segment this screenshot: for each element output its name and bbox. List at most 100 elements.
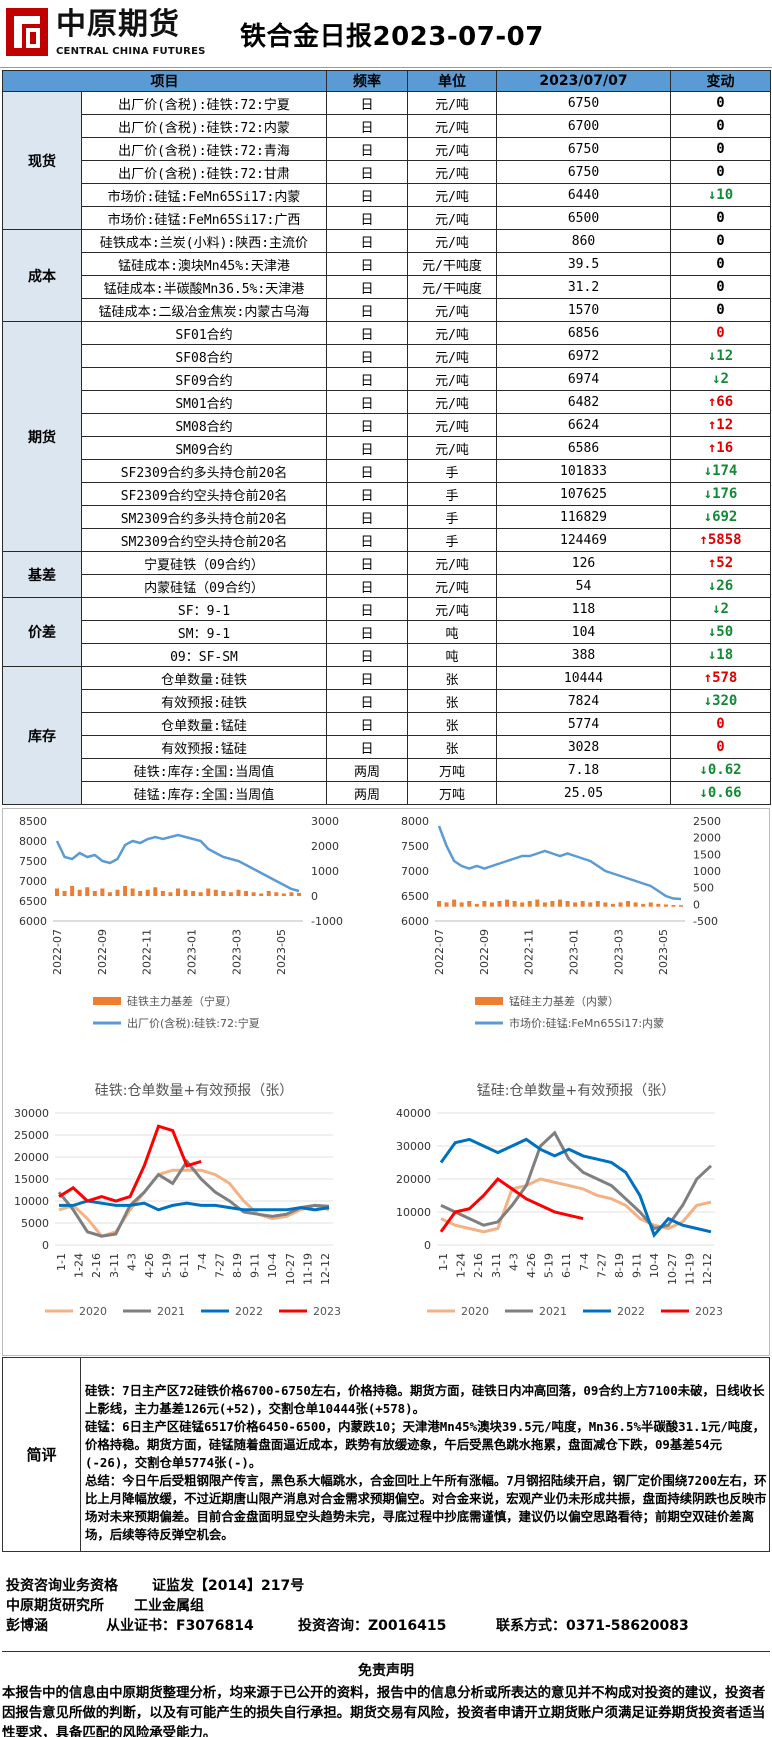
y-tick-label: 20000 (14, 1151, 49, 1164)
table-row: 市场价:硅锰:FeMn65Si17:广西日元/吨 6500 0 (3, 206, 771, 230)
value-cell: 101833 (496, 459, 671, 483)
logo-text-en: CENTRAL CHINA FUTURES (56, 46, 206, 57)
y-tick-label: 6500 (401, 890, 429, 903)
table-row: 出厂价(含税):硅铁:72:甘肃日元/吨 6750 0 (3, 160, 771, 184)
item-cell: 宁夏硅铁（09合约） (81, 551, 327, 575)
value-cell: 5774 (496, 712, 671, 736)
x-tick-label: 2022-09 (478, 929, 491, 975)
x-tick-label: 1-1 (437, 1253, 450, 1271)
change-cell: 0 (670, 137, 771, 161)
value-cell: 31.2 (496, 275, 671, 299)
basis-bar (505, 899, 510, 907)
unit-cell: 元/吨 (407, 436, 497, 460)
basis-bar (123, 886, 128, 896)
change-cell: ↓2 (670, 367, 771, 391)
table-row: 仓单数量:锰硅日张 5774 0 (3, 712, 771, 736)
change-cell: ↓18 (670, 643, 771, 667)
category-cell: 基差 (2, 551, 82, 598)
freq-cell: 两周 (326, 758, 408, 782)
basis-bar (641, 903, 646, 907)
basis-bar (130, 888, 135, 896)
value-cell: 104 (496, 620, 671, 644)
x-tick-label: 11-19 (301, 1253, 314, 1285)
basis-bar (679, 905, 683, 907)
commentary-sf-key: 硅铁： (85, 1383, 123, 1398)
freq-cell: 日 (326, 206, 408, 230)
freq-cell: 日 (326, 137, 408, 161)
col-header-date: 2023/07/07 (496, 70, 671, 92)
y2-tick-label: 0 (693, 898, 700, 911)
qualification-number: 证监发【2014】217号 (152, 1578, 305, 1594)
x-tick-label: 10-4 (648, 1253, 661, 1278)
unit-cell: 元/干吨度 (407, 275, 497, 299)
value-cell: 6750 (496, 137, 671, 161)
table-row: SM08合约日元/吨 6624 ↑12 (3, 413, 771, 437)
freq-cell: 日 (326, 367, 408, 391)
basis-bar (168, 892, 173, 896)
chart-sf-warrants: 硅铁:仓单数量+有效预报（张） 30000 25000 20000 15000 10000… (14, 1083, 341, 1318)
unit-cell: 元/吨 (407, 597, 497, 621)
x-tick-label: 2023-05 (275, 929, 288, 975)
legend-label: 2022 (235, 1305, 263, 1318)
item-cell: 出厂价(含税):硅铁:72:宁夏 (81, 91, 327, 115)
chart-sm-warrants: 锰硅:仓单数量+有效预报（张） 40000 30000 20000 10000 0 1-1 1… (396, 1083, 723, 1318)
commentary-summary-key: 总结： (85, 1473, 123, 1488)
item-cell: 硅铁:库存:全国:当周值 (81, 758, 327, 782)
freq-cell: 日 (326, 275, 408, 299)
value-cell: 107625 (496, 482, 671, 506)
basis-bar (656, 903, 661, 907)
item-cell: SM：9-1 (81, 620, 327, 644)
x-tick-label: 9-11 (631, 1253, 644, 1278)
item-cell: SM2309合约多头持仓前20名 (81, 505, 327, 529)
basis-bar (274, 892, 279, 896)
table-row: SM：9-1 日吨 104 ↓50 (3, 620, 771, 644)
x-tick-label: 7-4 (578, 1253, 591, 1271)
item-cell: 有效预报:硅铁 (81, 689, 327, 713)
y-tick-label: 6500 (19, 895, 47, 908)
x-tick-label: 7-4 (196, 1253, 209, 1271)
freq-cell: 日 (326, 620, 408, 644)
x-tick-label: 2022-11 (141, 929, 154, 975)
x-tick-label: 11-19 (683, 1253, 696, 1285)
basis-bar (633, 902, 638, 907)
table-row: 有效预报:锰硅日张 3028 0 (3, 735, 771, 759)
x-tick-label: 4-26 (525, 1253, 538, 1278)
basis-bar (138, 891, 143, 896)
value-cell: 388 (496, 643, 671, 667)
analyst-name: 彭博涵 (6, 1618, 48, 1634)
y2-tick-label: 1000 (311, 865, 339, 878)
x-tick-label: 9-11 (249, 1253, 262, 1278)
unit-cell: 元/吨 (407, 91, 497, 115)
basis-bar (512, 901, 517, 907)
basis-bar (77, 889, 82, 896)
legend-label-line: 出厂价(含税):硅铁:72:宁夏 (127, 1016, 260, 1030)
item-cell: 09：SF-SM (81, 643, 327, 667)
x-tick-label: 2-16 (472, 1253, 485, 1278)
unit-cell: 万吨 (407, 758, 497, 782)
basis-bar (588, 902, 593, 907)
series-line-2021 (440, 1130, 713, 1231)
y2-tick-label: 500 (693, 882, 714, 895)
change-cell: 0 (670, 229, 771, 253)
change-cell: 0 (670, 298, 771, 322)
item-cell: 锰硅成本:半碳酸Mn36.5%:天津港 (81, 275, 327, 299)
value-cell: 126 (496, 551, 671, 575)
series-line-2022 (59, 1199, 330, 1212)
table-row: 硅铁:库存:全国:当周值 两周 万吨 7.18 ↓0.62 (3, 758, 771, 782)
item-cell: 出厂价(含税):硅铁:72:甘肃 (81, 160, 327, 184)
change-cell: ↓174 (670, 459, 771, 483)
unit-cell: 张 (407, 689, 497, 713)
freq-cell: 日 (326, 597, 408, 621)
unit-cell: 张 (407, 735, 497, 759)
basis-bar (573, 902, 578, 907)
basis-bar (550, 901, 555, 907)
basis-bar (221, 891, 226, 896)
unit-cell: 元/吨 (407, 137, 497, 161)
price-line (437, 825, 682, 901)
unit-cell: 元/吨 (407, 229, 497, 253)
basis-bar (153, 887, 158, 896)
y-tick-label: 20000 (396, 1173, 431, 1186)
x-tick-label: 2023-05 (657, 929, 670, 975)
basis-bar (70, 886, 75, 896)
item-cell: SF2309合约空头持仓前20名 (81, 482, 327, 506)
